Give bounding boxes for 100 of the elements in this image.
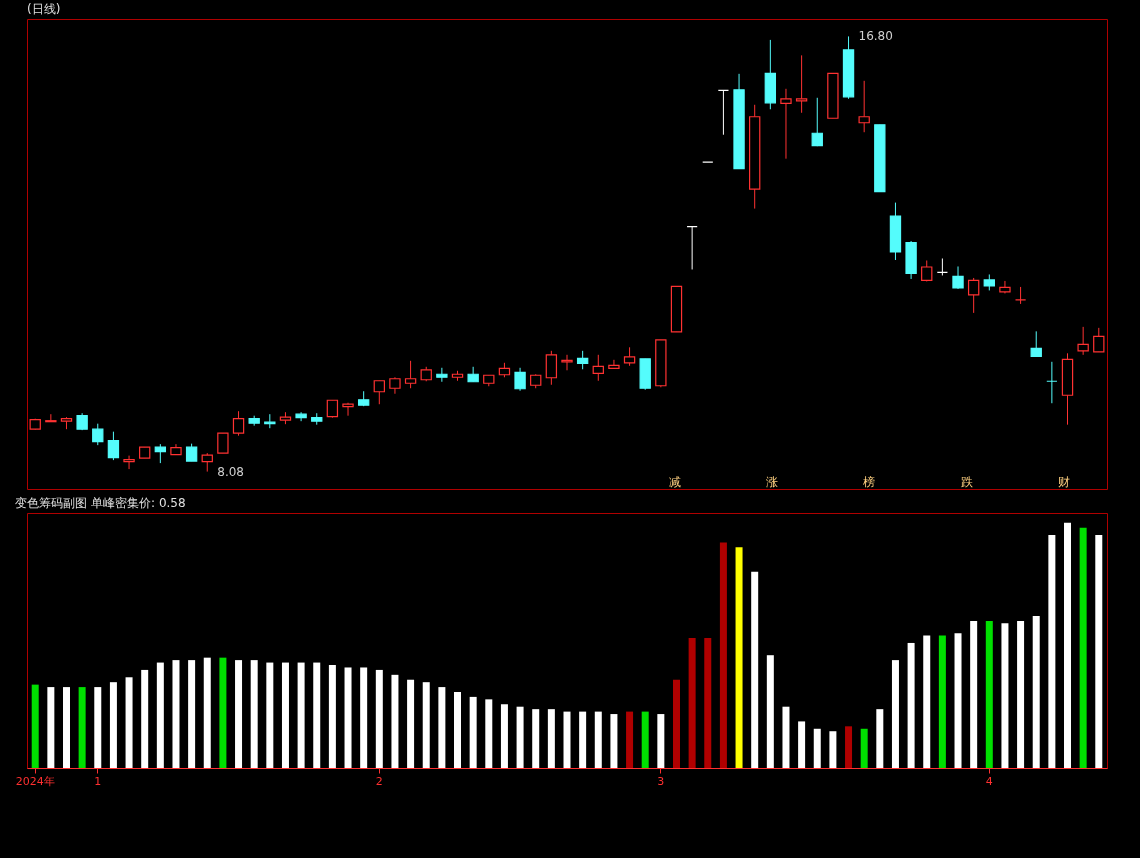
bar	[109, 682, 117, 768]
candlestick	[780, 88, 792, 160]
bar	[970, 620, 978, 768]
candlestick	[107, 431, 120, 461]
bar	[360, 667, 368, 768]
bar	[375, 669, 383, 768]
x-tick-label: 4	[985, 774, 993, 788]
bar	[1032, 615, 1040, 768]
annotation: 8.08	[217, 464, 244, 479]
bar	[813, 728, 821, 768]
bar	[297, 662, 305, 768]
text: 涨	[766, 475, 779, 489]
bar	[454, 691, 462, 768]
chart-title: 变色筹码副图 单峰密集价: 0.58	[15, 496, 186, 510]
candlestick	[232, 410, 245, 437]
bar	[798, 721, 806, 768]
bar	[203, 657, 211, 768]
bar	[516, 706, 524, 768]
candlestick	[686, 225, 698, 270]
bar	[954, 633, 962, 768]
candlestick	[201, 452, 213, 473]
bar	[860, 728, 868, 768]
bar	[579, 711, 587, 768]
candlestick	[373, 380, 385, 405]
bar	[1048, 535, 1056, 768]
candlestick	[936, 257, 949, 276]
candlestick	[592, 354, 604, 382]
bar	[891, 660, 899, 768]
candlestick	[795, 54, 808, 114]
candlestick	[1093, 327, 1105, 353]
text: 榜	[863, 475, 876, 489]
bar	[1064, 522, 1072, 768]
candlestick	[967, 277, 980, 314]
bar	[876, 709, 884, 768]
candlestick	[123, 455, 135, 470]
bar	[626, 711, 634, 768]
bar	[719, 542, 727, 768]
bar	[641, 711, 649, 768]
bar	[532, 709, 540, 768]
bar	[735, 547, 743, 768]
bar	[923, 635, 931, 768]
bar	[907, 642, 915, 768]
bar	[688, 638, 696, 768]
candlestick	[1077, 326, 1089, 356]
candlestick	[811, 97, 823, 147]
bar	[78, 687, 86, 768]
bar	[328, 665, 336, 768]
candlestick	[404, 360, 417, 389]
bar	[938, 635, 946, 768]
candlestick	[436, 367, 448, 383]
candlestick	[717, 89, 730, 136]
candlestick	[576, 350, 589, 370]
bar	[156, 662, 164, 768]
bar	[172, 660, 180, 768]
bar	[610, 714, 618, 768]
bar	[657, 714, 665, 768]
bar	[94, 687, 102, 768]
x-tick-label: 3	[657, 774, 665, 788]
bar	[62, 687, 70, 768]
bar	[985, 620, 993, 768]
bar	[500, 704, 508, 768]
x-tick-label: 1	[94, 774, 102, 788]
bar	[407, 679, 415, 768]
candlestick	[1030, 330, 1042, 357]
candlestick	[623, 346, 636, 367]
bar	[391, 674, 399, 768]
bar	[594, 711, 602, 768]
bar	[547, 709, 555, 768]
bar	[344, 667, 352, 768]
candlestick	[858, 80, 870, 133]
bar	[313, 662, 321, 768]
bar	[31, 684, 39, 768]
bar	[281, 662, 289, 768]
candlestick	[608, 359, 620, 369]
bar	[782, 706, 790, 768]
bar	[751, 571, 759, 768]
bar	[672, 679, 680, 768]
candlestick	[154, 443, 167, 464]
bar	[1079, 527, 1087, 768]
bar	[125, 677, 133, 768]
bar	[563, 711, 571, 768]
candlestick	[217, 432, 229, 454]
candlestick	[92, 423, 104, 446]
candlestick	[295, 411, 307, 422]
candlestick	[514, 367, 526, 392]
bar	[469, 696, 477, 768]
candlestick	[999, 280, 1011, 294]
text: 财	[1057, 475, 1070, 489]
candlestick	[545, 350, 558, 386]
candlestick	[45, 413, 57, 423]
candlestick	[1046, 361, 1058, 404]
bar	[1017, 620, 1025, 768]
chart-title: (日线)	[27, 2, 61, 16]
bar	[766, 655, 774, 768]
bar	[266, 662, 274, 768]
candlestick	[952, 265, 964, 290]
bar	[141, 669, 149, 768]
bar	[438, 687, 446, 768]
bar	[1001, 623, 1009, 768]
bar	[485, 699, 493, 768]
